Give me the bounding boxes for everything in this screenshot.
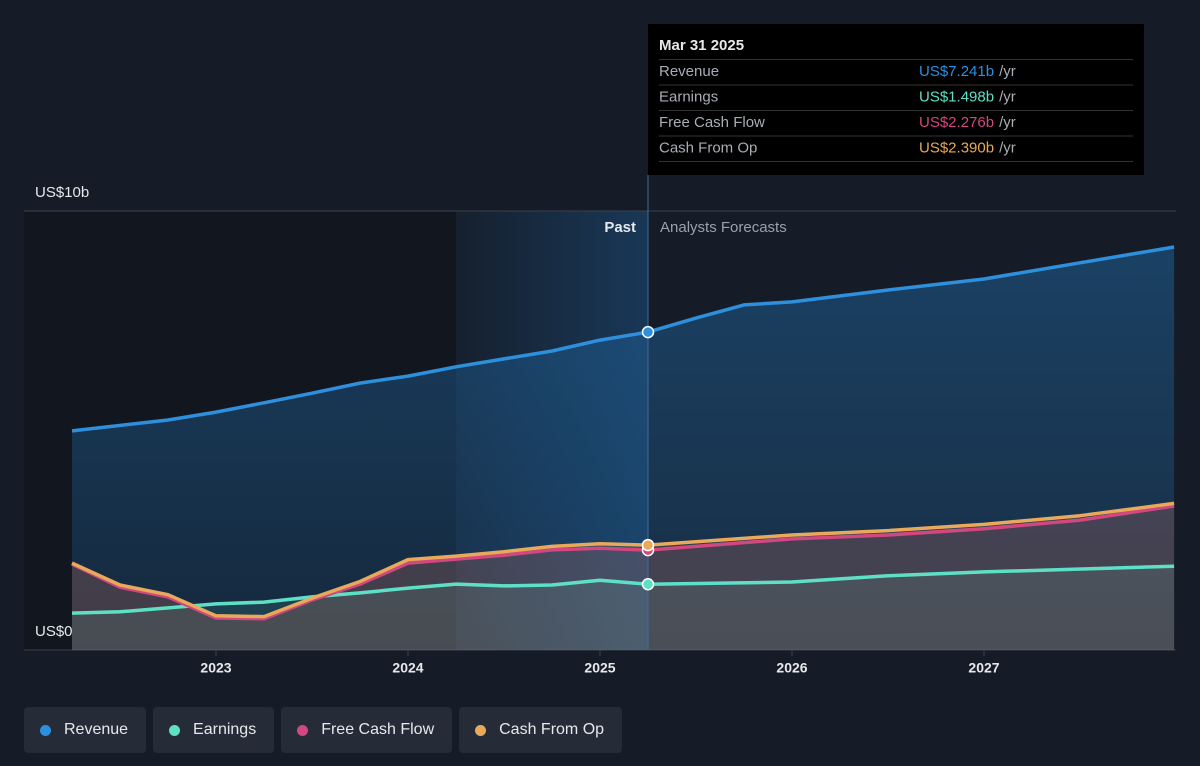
tooltip-unit: /yr — [999, 114, 1016, 131]
tooltip-box — [648, 24, 1144, 175]
legend-label: Cash From Op — [499, 721, 605, 738]
legend-label: Revenue — [64, 721, 129, 738]
tooltip-label: Revenue — [659, 63, 719, 80]
area — [72, 247, 1175, 650]
x-tick-label: 2025 — [584, 660, 615, 676]
tooltip-label: Free Cash Flow — [659, 114, 765, 131]
point-marker — [641, 325, 655, 339]
legend-label: Earnings — [193, 721, 257, 738]
legend-item[interactable]: Revenue — [24, 707, 147, 753]
series-line — [71, 504, 1175, 621]
tooltip-unit: /yr — [999, 63, 1016, 80]
annotation: Past — [604, 219, 636, 236]
area — [72, 566, 1175, 650]
tooltip-label: Earnings — [659, 88, 718, 105]
x-tick-label: 2024 — [392, 660, 423, 676]
tooltip-value: US$7.241b — [919, 63, 994, 80]
legend-label: Free Cash Flow — [321, 721, 435, 738]
tooltip: Mar 31 2025 Revenue US$7.241b/yr Earnings US… — [648, 24, 1144, 175]
annotation: Analysts Forecasts — [660, 219, 787, 236]
x-tick-label: 2026 — [776, 660, 807, 676]
x-tick-label: 2023 — [200, 660, 231, 676]
tooltip-label: Cash From Op — [659, 139, 757, 156]
area — [72, 506, 1175, 650]
legend-item[interactable]: Free Cash Flow — [281, 707, 453, 753]
tooltip-value: US$1.498b — [919, 88, 994, 105]
y-tick-label: US$10b — [35, 184, 89, 201]
series-line — [71, 245, 1175, 433]
legend-item[interactable]: Earnings — [153, 707, 275, 753]
series-line — [71, 564, 1175, 615]
legend-swatch — [169, 724, 181, 736]
legend-swatch — [40, 724, 51, 736]
tooltip-unit: /yr — [999, 88, 1016, 105]
chart: US$0 US$10b 2023 2024 2025 2026 2027 Past Analys… — [24, 24, 1176, 676]
legend-swatch — [475, 724, 487, 736]
x-tick-label: 2027 — [968, 660, 999, 676]
tooltip-unit: /yr — [999, 139, 1016, 156]
series-line — [71, 501, 1175, 619]
point-marker — [641, 538, 655, 552]
tooltip-title: Mar 31 2025 — [659, 37, 744, 54]
legend-swatch — [297, 724, 309, 736]
point-marker — [641, 577, 655, 591]
legend-item[interactable]: Cash From Op — [459, 707, 623, 753]
tooltip-value: US$2.390b — [919, 139, 994, 156]
legend: Revenue Earnings Free Cash Flow Cash From O… — [24, 707, 623, 753]
area — [72, 503, 1175, 650]
tooltip-value: US$2.276b — [919, 114, 994, 131]
y-tick-label: US$0 — [35, 623, 73, 640]
